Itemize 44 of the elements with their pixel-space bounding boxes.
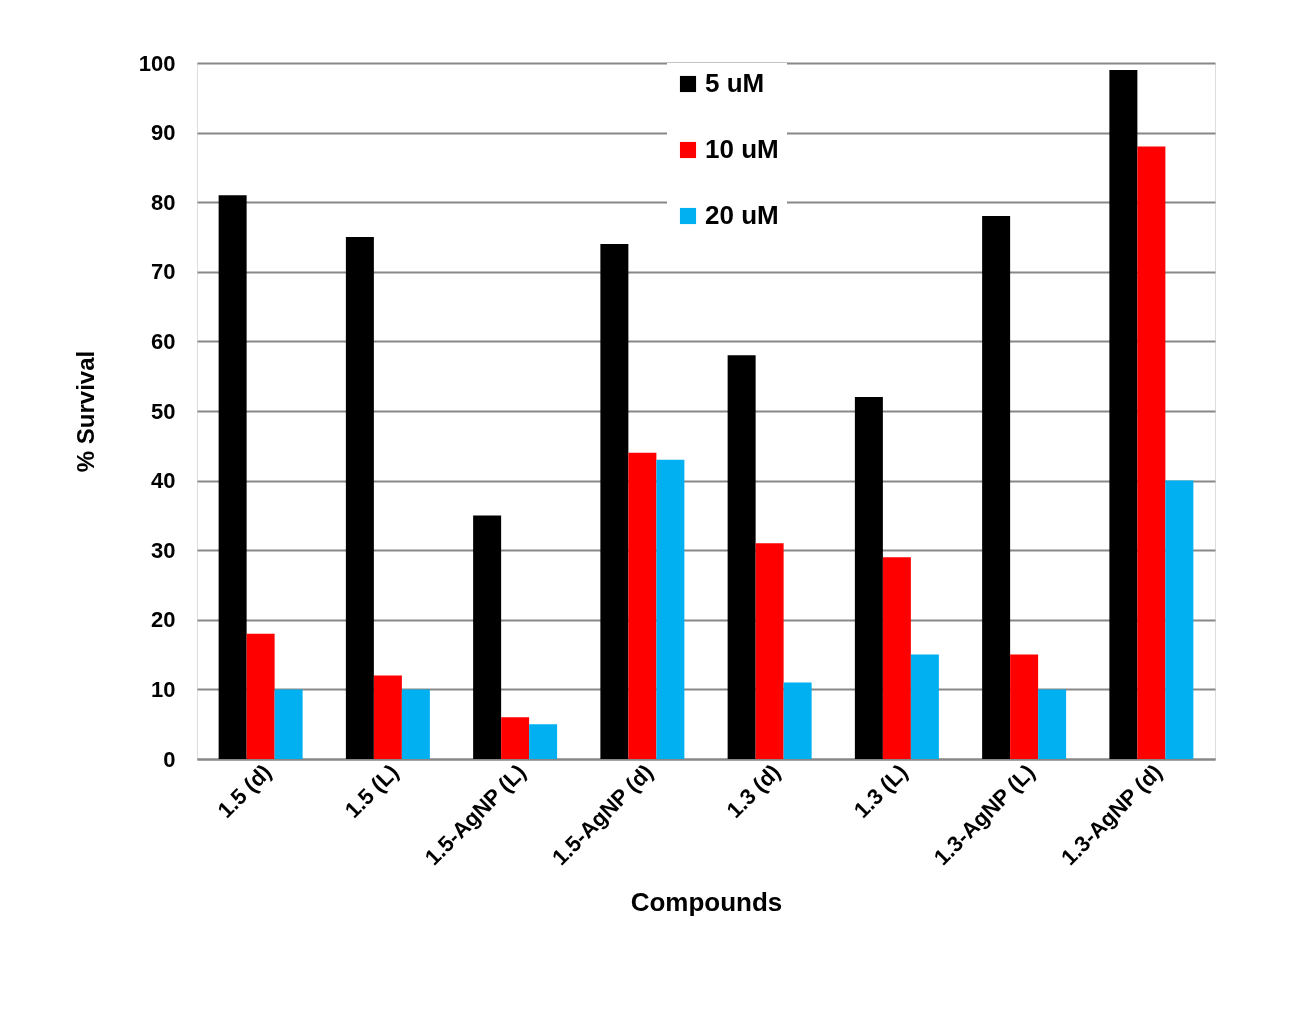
bar — [373, 675, 402, 759]
bar — [727, 355, 756, 759]
bar — [274, 689, 303, 759]
bar — [401, 689, 430, 759]
legend-label: 10 uM — [705, 134, 779, 164]
y-tick-label: 20 — [151, 607, 176, 633]
bar — [1165, 480, 1194, 759]
bar — [246, 633, 275, 759]
y-tick-label: 100 — [138, 50, 176, 76]
bar — [1109, 69, 1138, 759]
bar — [501, 717, 530, 759]
x-tick-label: 1.3 (d) — [721, 759, 786, 823]
bar — [628, 452, 657, 759]
x-tick-label: 1.5 (L) — [339, 759, 404, 823]
bar — [982, 216, 1011, 759]
bar — [345, 237, 374, 759]
bar — [755, 543, 784, 759]
bar — [600, 243, 629, 759]
y-tick-label: 60 — [151, 328, 176, 354]
y-tick-label: 80 — [151, 189, 176, 215]
x-tick-label: 1.3 (L) — [848, 759, 913, 823]
y-tick-label: 0 — [163, 746, 176, 772]
bar — [529, 724, 558, 759]
bar — [1010, 654, 1039, 759]
legend-label: 20 uM — [705, 200, 779, 230]
x-tick-label: 1.5 (d) — [212, 759, 277, 823]
legend-label: 5 uM — [705, 68, 765, 98]
y-tick-label: 40 — [151, 468, 176, 494]
bar — [910, 654, 939, 759]
y-tick-label: 70 — [151, 259, 176, 285]
bar — [656, 459, 685, 759]
bar — [783, 682, 812, 759]
y-tick-label: 90 — [151, 120, 176, 146]
y-tick-label: 50 — [151, 398, 176, 424]
x-axis-title: Compounds — [630, 886, 783, 917]
y-tick-label: 30 — [151, 537, 176, 563]
bar — [854, 397, 883, 759]
bar — [218, 195, 247, 759]
y-axis-title: % Survival — [71, 350, 99, 473]
bar — [1038, 689, 1067, 759]
y-tick-label: 10 — [151, 676, 176, 702]
bar — [473, 515, 502, 759]
bar — [1137, 146, 1166, 759]
bar — [882, 557, 911, 759]
